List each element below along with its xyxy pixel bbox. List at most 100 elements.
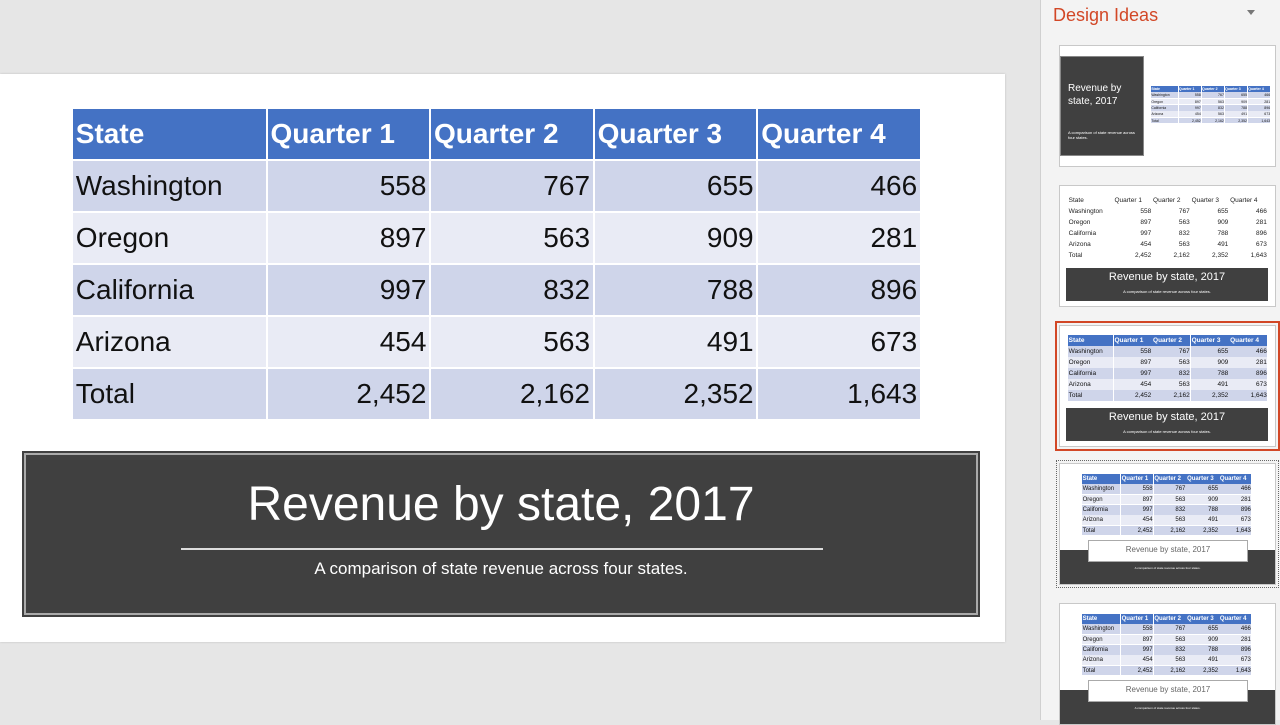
table-cell: Oregon — [1068, 357, 1114, 368]
table-cell: 897 — [1120, 634, 1154, 645]
table-cell: 655 — [1186, 484, 1219, 495]
table-cell: 909 — [1224, 98, 1248, 105]
table-cell: 558 — [267, 161, 430, 211]
pane-dropdown[interactable] — [1247, 10, 1255, 15]
table-cell: California — [1068, 229, 1097, 237]
header-cell: State — [1068, 196, 1084, 204]
header-cell: Quarter 1 — [1120, 474, 1154, 484]
table-cell: 2,452 — [1178, 117, 1202, 124]
table-cell: 1,643 — [1219, 665, 1252, 676]
table-cell: 788 — [1224, 105, 1248, 111]
design-thumbnail[interactable]: State Quarter 1 Quarter 2 Quarter 3 Quarter … — [1059, 185, 1276, 307]
table-cell: 466 — [1219, 624, 1252, 635]
slide-title: Revenue by state, 2017 — [247, 478, 755, 531]
table-cell: 563 — [1153, 655, 1186, 666]
table-cell: 2,162 — [1173, 251, 1190, 259]
table-cell: 454 — [1113, 379, 1152, 390]
table-cell: 563 — [431, 317, 593, 367]
table-cell: 909 — [1217, 218, 1229, 226]
table-cell: 997 — [1120, 645, 1154, 655]
table-cell: 896 — [1247, 105, 1271, 111]
thumb-box: Revenue by state, 2017 — [1088, 540, 1248, 562]
design-thumbnail[interactable]: State Quarter 1 Quarter 2 Quarter 3 Quarter … — [1055, 321, 1280, 451]
header-cell: Quarter 1 — [1114, 196, 1142, 204]
table-cell: 466 — [1229, 346, 1268, 357]
table-cell: 558 — [1120, 624, 1154, 635]
table-cell: Total — [1082, 525, 1121, 536]
thumb-box: Revenue by state, 2017 — [1088, 680, 1248, 702]
header-cell: Quarter 4 — [1219, 614, 1252, 624]
table-cell: 832 — [1201, 105, 1225, 111]
design-thumbnail[interactable]: State Quarter 1 Quarter 2 Quarter 3 Quarter … — [1056, 460, 1279, 588]
design-thumbnail[interactable]: Revenue by state, 2017 A comparison of st… — [1059, 45, 1276, 167]
table-cell: 491 — [1224, 111, 1248, 118]
table-cell: 909 — [594, 213, 757, 263]
header-cell: Quarter 3 — [1191, 196, 1220, 204]
table-cell: 558 — [1113, 346, 1152, 357]
table-cell: 655 — [1217, 207, 1229, 215]
table-cell: 281 — [1255, 218, 1267, 226]
thumb-subtitle: A comparison of state revenue across fou… — [1068, 130, 1135, 140]
table-cell: 767 — [1153, 624, 1186, 635]
table-cell: Oregon — [1151, 98, 1178, 105]
table-cell: 909 — [1186, 494, 1219, 505]
design-thumbnail[interactable]: State Quarter 1 Quarter 2 Quarter 3 Quarter … — [1059, 603, 1276, 725]
table-cell: 491 — [594, 317, 757, 367]
thumb-title: Revenue by state, 2017 — [1125, 545, 1211, 554]
table-cell: 655 — [594, 161, 757, 211]
thumb-subtitle: A comparison of state revenue across fou… — [1134, 706, 1201, 710]
header-cell: Quarter 3 — [1224, 86, 1248, 92]
table-cell: 673 — [1247, 111, 1271, 118]
table-cell: 673 — [1255, 240, 1267, 248]
table-cell: 997 — [1113, 368, 1152, 379]
header-cell: State — [1068, 335, 1114, 346]
table-cell: 491 — [1186, 655, 1219, 666]
table-cell: 2,162 — [1153, 665, 1186, 676]
table-cell: 2,452 — [1134, 251, 1152, 259]
table-cell: 281 — [758, 213, 920, 263]
header-cell: Quarter 2 — [431, 109, 593, 159]
table-cell: 997 — [267, 265, 430, 315]
table-cell: 454 — [1120, 655, 1154, 666]
table-cell: 563 — [1178, 218, 1190, 226]
table-cell: 563 — [1153, 634, 1186, 645]
header-cell: Quarter 1 — [1113, 335, 1152, 346]
header-cell: Quarter 1 — [1178, 86, 1202, 92]
table-cell: Arizona — [73, 317, 266, 367]
table-cell: 1,643 — [1229, 390, 1268, 401]
table-cell: 767 — [431, 161, 593, 211]
thumb-banner: Revenue by state, 2017 A comparison of st… — [1066, 268, 1268, 301]
thumb-panel: Revenue by state, 2017 A comparison of st… — [1060, 56, 1144, 156]
table-cell: 897 — [1113, 357, 1152, 368]
table-cell: 454 — [267, 317, 430, 367]
table-cell: 2,352 — [1224, 117, 1248, 124]
table-cell: 896 — [1219, 505, 1252, 515]
table-cell: 767 — [1201, 92, 1225, 99]
table-cell: Washington — [1151, 92, 1178, 99]
table-cell: 466 — [758, 161, 920, 211]
table-cell: 466 — [1219, 484, 1252, 495]
table-cell: Total — [1082, 665, 1121, 676]
header-cell: Quarter 4 — [1230, 196, 1258, 204]
table-cell: 2,352 — [1212, 251, 1229, 259]
thumb-subtitle: A comparison of state revenue across fou… — [1123, 289, 1211, 294]
table-cell: California — [1068, 368, 1114, 379]
table-cell: 563 — [1153, 494, 1186, 505]
thumb-title: Revenue by state, 2017 — [1108, 411, 1226, 423]
table-cell: Total — [73, 369, 266, 419]
table-cell: Washington — [1068, 207, 1103, 215]
table-cell: 281 — [1219, 494, 1252, 505]
header-cell: Quarter 1 — [1120, 614, 1154, 624]
table-cell: Oregon — [1082, 494, 1121, 505]
table-cell: 558 — [1140, 207, 1152, 215]
table-cell: Total — [1068, 251, 1083, 259]
table-cell: 896 — [1219, 645, 1252, 655]
table-cell: 2,352 — [1186, 525, 1219, 536]
table-cell: Oregon — [73, 213, 266, 263]
header-cell: Quarter 4 — [1219, 474, 1252, 484]
table-cell: 673 — [1219, 655, 1252, 666]
table-cell: 2,352 — [1186, 665, 1219, 676]
table-cell: Washington — [73, 161, 266, 211]
table-cell: 896 — [1229, 368, 1268, 379]
table-cell: Washington — [1082, 624, 1121, 635]
